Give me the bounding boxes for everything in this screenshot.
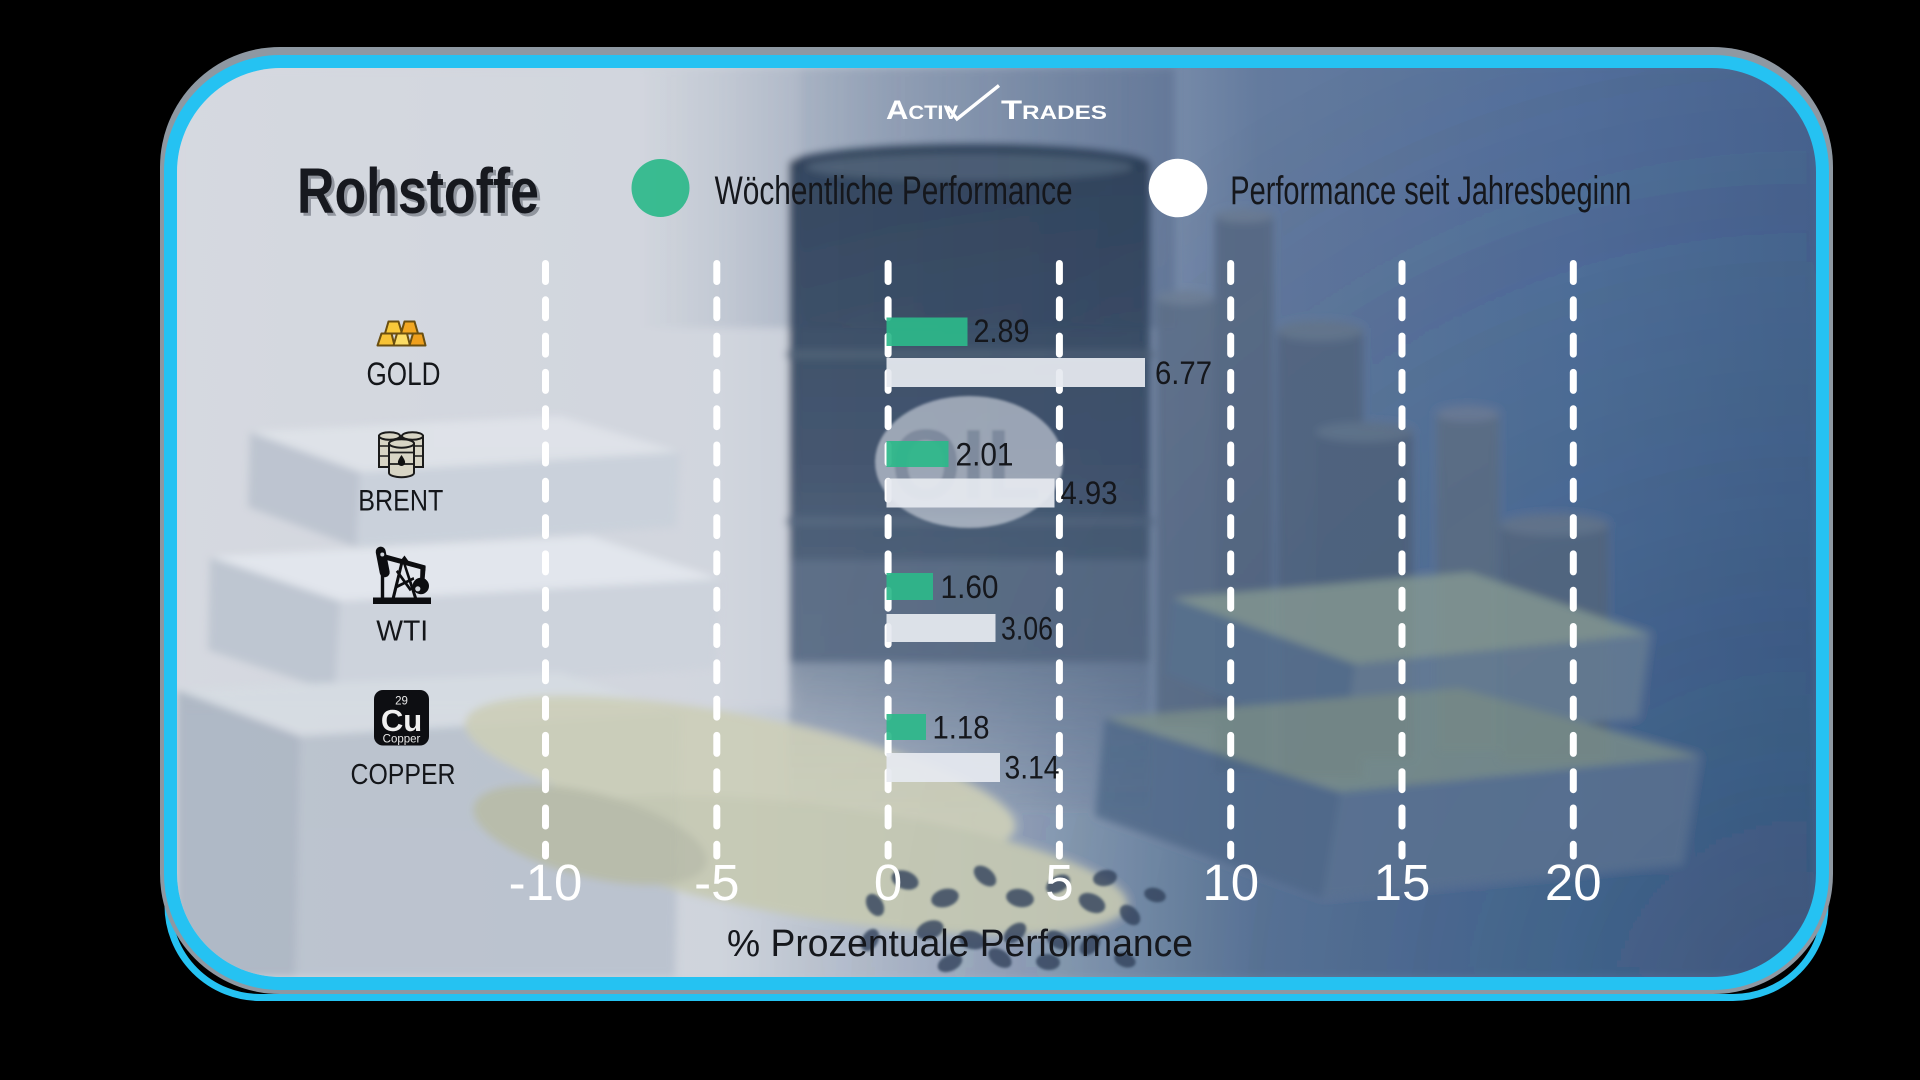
svg-text:BRENT: BRENT: [358, 485, 443, 518]
svg-text:Rohstoffe: Rohstoffe: [300, 158, 542, 230]
svg-text:2.89: 2.89: [974, 313, 1030, 349]
svg-text:20: 20: [1545, 854, 1602, 911]
svg-text:2.01: 2.01: [956, 437, 1014, 473]
svg-text:29: 29: [395, 696, 408, 708]
svg-text:WTI: WTI: [376, 616, 428, 648]
svg-text:6.77: 6.77: [1155, 355, 1212, 391]
svg-text:Trades: Trades: [1001, 95, 1107, 125]
svg-text:-10: -10: [509, 854, 583, 911]
svg-text:Wöchentliche Performance: Wöchentliche Performance: [715, 169, 1073, 213]
svg-text:3.14: 3.14: [1005, 750, 1060, 786]
svg-text:Copper: Copper: [383, 734, 421, 746]
svg-text:Rohstoffe: Rohstoffe: [297, 155, 539, 227]
svg-text:Cu: Cu: [381, 703, 422, 738]
svg-text:GOLD: GOLD: [367, 356, 441, 392]
svg-text:4.93: 4.93: [1061, 475, 1118, 511]
svg-text:COPPER: COPPER: [351, 759, 456, 791]
svg-text:Performance seit Jahresbeginn: Performance seit Jahresbeginn: [1230, 169, 1631, 213]
svg-text:1.60: 1.60: [941, 569, 999, 605]
svg-text:0: 0: [874, 854, 902, 911]
svg-text:% Prozentuale Performance: % Prozentuale Performance: [727, 923, 1193, 965]
svg-text:-5: -5: [694, 854, 739, 911]
svg-text:1.18: 1.18: [933, 710, 990, 746]
svg-text:3.06: 3.06: [1001, 611, 1053, 647]
svg-text:5: 5: [1045, 854, 1073, 911]
svg-text:Activ: Activ: [886, 95, 958, 125]
svg-text:10: 10: [1202, 854, 1259, 911]
svg-text:15: 15: [1374, 854, 1431, 911]
